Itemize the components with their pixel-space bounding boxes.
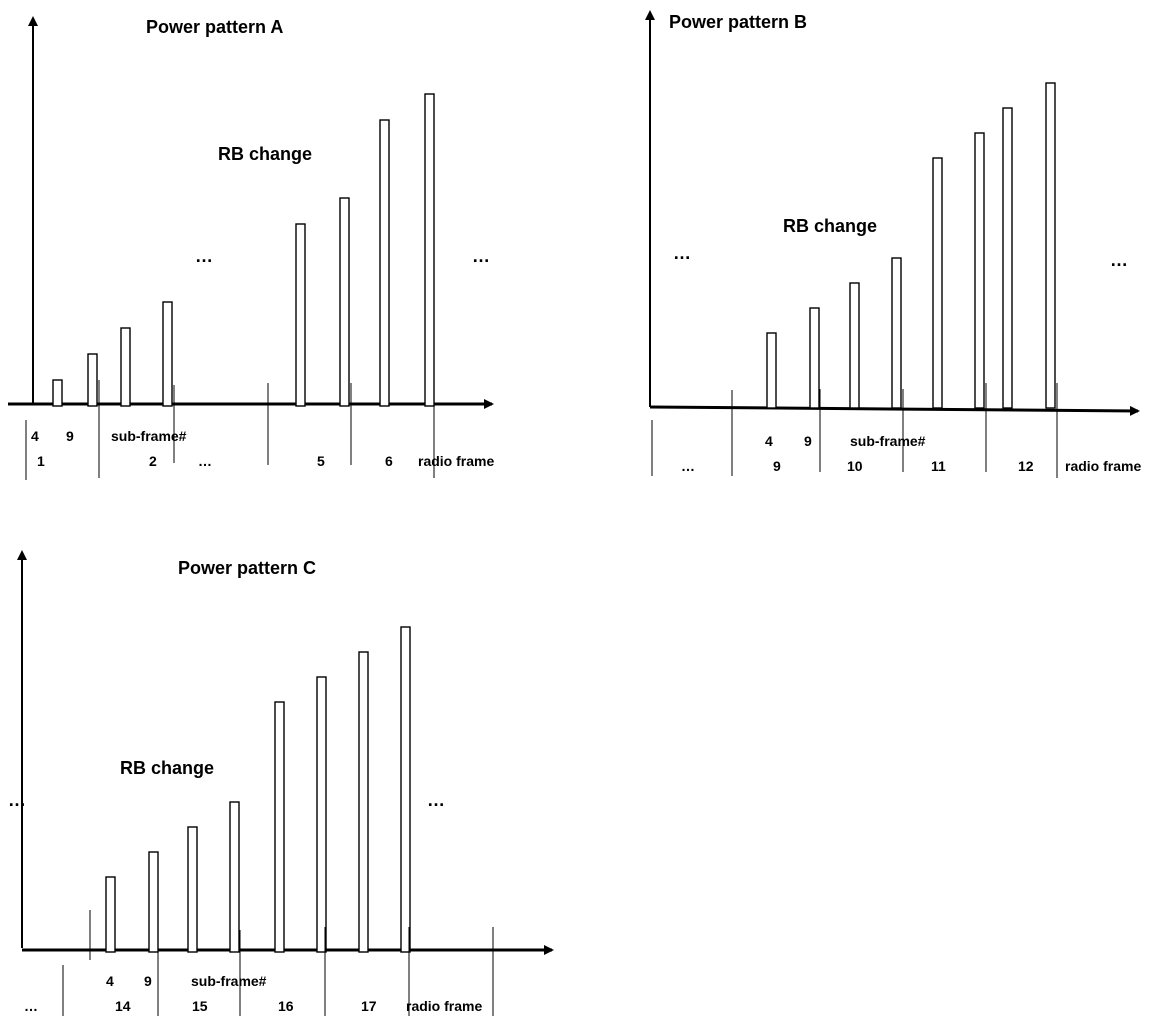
panel-a-power-bar — [87, 353, 98, 407]
panel-c-radio-frame: radio frame — [406, 998, 482, 1014]
panel-c-ellipsis-1: … — [8, 790, 26, 810]
panel-a-power-bar — [162, 301, 173, 407]
panel-c-power-bar — [316, 676, 327, 953]
panel-a-frame-2: 2 — [149, 453, 157, 469]
panel-b-subframe-label: sub-frame# — [850, 433, 926, 449]
panel-a-frame-6: 6 — [385, 453, 393, 469]
panel-c-subframe-4: 4 — [106, 973, 114, 989]
panel-b-subframe-9: 9 — [804, 433, 812, 449]
panel-c-frame-15: 15 — [192, 998, 208, 1014]
panel-c-frame-16: 16 — [278, 998, 294, 1014]
panel-a-subframe-4: 4 — [31, 428, 39, 444]
panel-c-power-bar — [229, 801, 240, 953]
panel-b-rb-change: RB change — [783, 216, 877, 236]
panel-b-frame-10: 10 — [847, 458, 863, 474]
panel-c: Power pattern C RB change … … 4 9 sub-fr… — [8, 550, 554, 1016]
panel-a: Power pattern A RB change … … 4 9 sub-fr… — [8, 16, 494, 480]
panel-a-frame-1: 1 — [37, 453, 45, 469]
panel-b: Power pattern B RB change … … 4 9 sub-fr… — [645, 10, 1141, 478]
panel-b-ellipsis-2: … — [1110, 250, 1128, 270]
panel-a-power-bar — [379, 119, 390, 407]
panel-b-power-bar — [1045, 82, 1056, 409]
panel-b-radio-frame: radio frame — [1065, 458, 1141, 474]
panel-c-frame-dividers — [62, 910, 494, 1016]
panel-a-ellipsis-2: … — [472, 246, 490, 266]
panel-a-power-bar — [339, 197, 350, 407]
panel-a-power-bar — [52, 379, 63, 407]
panel-c-frame-17: 17 — [361, 998, 377, 1014]
panel-b-power-bar — [1002, 107, 1013, 409]
panel-c-power-bar — [274, 701, 285, 953]
panel-c-power-bar — [400, 626, 411, 953]
panel-c-ellipsis-2: … — [427, 790, 445, 810]
panel-c-title: Power pattern C — [178, 558, 316, 578]
panel-a-bars — [52, 93, 435, 407]
panel-b-frame-12: 12 — [1018, 458, 1034, 474]
panel-b-power-bar — [849, 282, 860, 409]
panel-b-power-bar — [932, 157, 943, 409]
panel-a-title: Power pattern A — [146, 17, 283, 37]
panel-a-radio-frame: radio frame — [418, 453, 494, 469]
panel-b-power-bar — [974, 132, 985, 409]
panel-c-power-bar — [105, 876, 116, 953]
panel-a-subframe-9: 9 — [66, 428, 74, 444]
panel-c-power-bar — [148, 851, 159, 953]
panel-b-bars — [766, 82, 1056, 409]
panel-a-power-bar — [120, 327, 131, 407]
panel-b-subframe-4: 4 — [765, 433, 773, 449]
panel-b-ellipsis-3: … — [681, 458, 695, 474]
panel-c-subframe-label: sub-frame# — [191, 973, 267, 989]
panel-a-frame-5: 5 — [317, 453, 325, 469]
panel-b-frame-11: 11 — [931, 458, 946, 474]
panel-a-subframe-label: sub-frame# — [111, 428, 187, 444]
panel-c-bars — [105, 626, 411, 953]
panel-b-power-bar — [809, 307, 820, 409]
panel-a-rb-change: RB change — [218, 144, 312, 164]
panel-b-frame-9: 9 — [773, 458, 781, 474]
panel-a-ellipsis-1: … — [195, 246, 213, 266]
panel-b-frame-dividers — [651, 383, 1058, 478]
panel-b-ellipsis-1: … — [673, 243, 691, 263]
panel-a-power-bar — [424, 93, 435, 407]
panel-b-power-bar — [891, 257, 902, 409]
panel-c-power-bar — [187, 826, 198, 953]
panel-c-rb-change: RB change — [120, 758, 214, 778]
panel-b-title: Power pattern B — [669, 12, 807, 32]
panel-a-ellipsis-3: … — [198, 453, 212, 469]
panel-c-subframe-9: 9 — [144, 973, 152, 989]
panel-c-frame-14: 14 — [115, 998, 131, 1014]
panel-a-frame-dividers — [25, 380, 435, 480]
panel-a-power-bar — [295, 223, 306, 407]
panel-c-ellipsis-3: … — [24, 998, 38, 1014]
panel-b-power-bar — [766, 332, 777, 409]
panel-c-power-bar — [358, 651, 369, 953]
